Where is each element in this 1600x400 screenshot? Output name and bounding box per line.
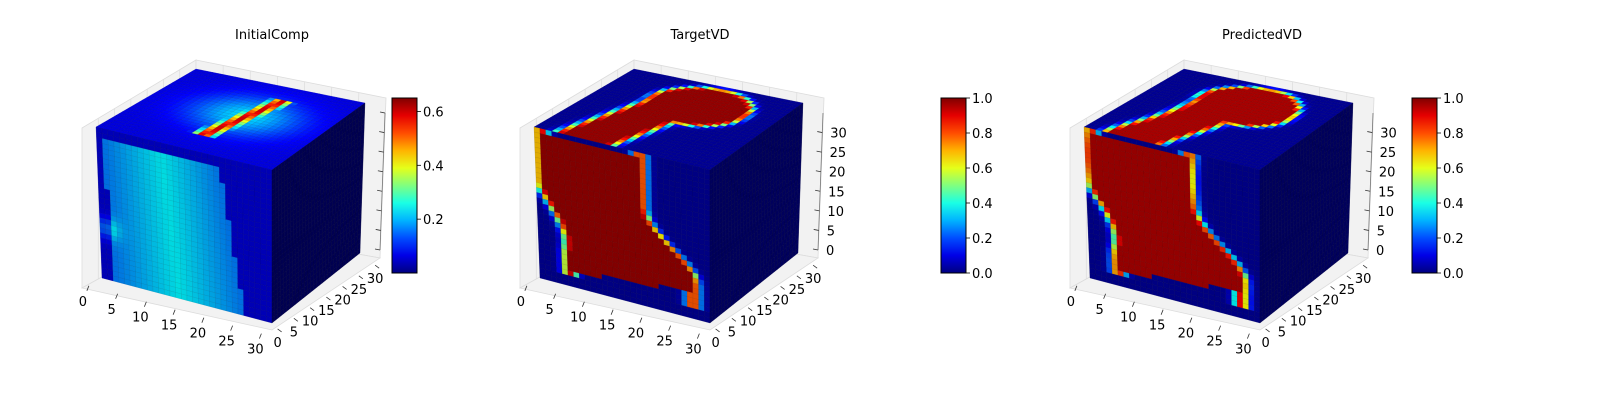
y-tick xyxy=(326,296,331,301)
colorbar-tick-label: 0.2 xyxy=(423,213,444,228)
x-tick-label: 25 xyxy=(218,335,235,350)
y-tick-label: 20 xyxy=(334,293,351,308)
y-tick-label: 10 xyxy=(302,315,319,330)
x-tick-label: 30 xyxy=(247,343,264,358)
x-tick-label: 15 xyxy=(161,319,178,334)
y-tick xyxy=(277,328,282,333)
y-tick xyxy=(374,264,380,269)
x-tick-label: 5 xyxy=(107,303,115,318)
colorbar xyxy=(391,97,418,274)
y-tick-label: 25 xyxy=(351,283,368,298)
x-tick-label: 20 xyxy=(190,327,207,342)
y-tick xyxy=(309,307,315,312)
top-face xyxy=(95,68,366,171)
y-tick xyxy=(342,286,347,290)
panel-title: InitialComp xyxy=(235,28,309,43)
x-tick xyxy=(144,301,147,307)
x-tick xyxy=(172,309,176,315)
x-tick-label: 0 xyxy=(79,295,87,310)
x-tick-label: 10 xyxy=(132,311,149,326)
colorbar-tick-label: 0.6 xyxy=(423,105,444,120)
x-tick xyxy=(230,325,233,331)
y-tick xyxy=(293,317,299,322)
x-tick xyxy=(259,333,262,339)
y-tick-label: 30 xyxy=(367,272,384,287)
y-tick-label: 0 xyxy=(273,336,281,351)
y-tick xyxy=(358,275,364,280)
x-tick xyxy=(201,317,205,323)
colorbar-tick-label: 0.4 xyxy=(423,159,444,174)
y-tick-label: 15 xyxy=(318,304,335,319)
y-tick-label: 5 xyxy=(290,325,298,340)
